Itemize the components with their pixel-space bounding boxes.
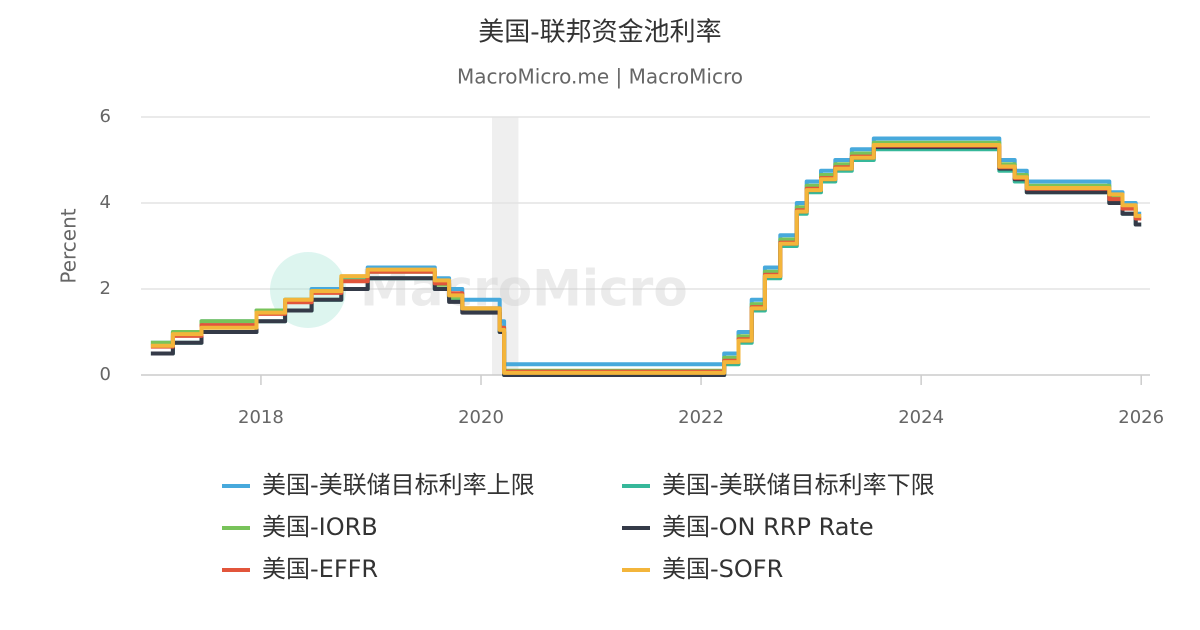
y-tick-label: 2 — [100, 278, 111, 299]
x-tick-label: 2022 — [678, 407, 724, 428]
series-line — [150, 136, 1142, 367]
chart-subtitle: MacroMicro.me | MacroMicro — [457, 65, 743, 89]
y-tick-label: 4 — [100, 192, 111, 213]
legend-label: 美国-ON RRP Rate — [662, 513, 874, 541]
x-tick-label: 2024 — [898, 407, 944, 428]
x-tick-label: 2026 — [1118, 407, 1164, 428]
legend-label: 美国-SOFR — [662, 555, 783, 583]
legend-label: 美国-EFFR — [262, 555, 378, 583]
x-tick-label: 2020 — [458, 407, 504, 428]
legend-label: 美国-IORB — [262, 513, 378, 541]
series-line — [150, 143, 1142, 375]
y-axis-label: Percent — [57, 208, 81, 283]
chart-title: 美国-联邦资金池利率 — [478, 18, 721, 48]
y-tick-label: 6 — [100, 106, 111, 127]
x-tick-label: 2018 — [238, 407, 284, 428]
legend-label: 美国-美联储目标利率上限 — [262, 471, 535, 499]
y-tick-label: 0 — [100, 364, 111, 385]
legend-label: 美国-美联储目标利率下限 — [662, 471, 935, 499]
